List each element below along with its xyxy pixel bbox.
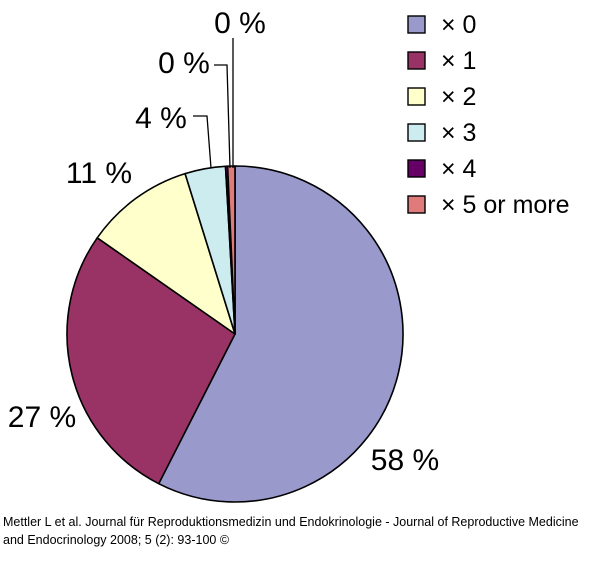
legend-label-1: × 1 [441,47,476,75]
value-label-1: 27 % [8,401,76,434]
legend-label-5: × 5 or more [441,191,570,219]
value-label-2: 11 % [66,157,132,190]
value-label-5: 0 % [158,47,210,80]
pie-slice-2 [96,172,236,335]
pie-slice-5 [226,165,236,335]
leader-line-5 [214,64,231,169]
leader-line-3 [193,115,212,169]
legend: × 0 × 1 × 2 × 3 × 4 × 5 or more [407,11,570,219]
legend-swatch-1 [407,51,426,70]
source-citation: Mettler L et al. Journal für Reproduktio… [3,515,579,547]
pie-slices [66,165,404,503]
value-label-4: 0 % [214,7,266,40]
value-label-3: 4 % [135,102,187,135]
legend-swatch-5 [407,195,426,214]
legend-swatch-3 [407,123,426,142]
legend-swatch-2 [407,87,426,106]
legend-label-0: × 0 [441,11,476,39]
legend-swatch-4 [407,159,426,178]
legend-swatch-0 [407,15,426,34]
pie-slice-1 [66,237,236,485]
value-labels: 58 % 27 % 11 %4 % 0 %0 % [8,7,439,477]
pie-slice-0 [157,165,404,503]
legend-label-2: × 2 [441,83,476,111]
pie-chart: 58 % 27 % 11 %4 % 0 %0 % × 0 × 1 × 2 × 3 × 4 × 5… [8,7,570,503]
legend-label-3: × 3 [441,119,476,147]
value-label-0: 58 % [371,444,439,477]
legend-label-4: × 4 [441,155,477,183]
leader-lines [193,38,234,169]
